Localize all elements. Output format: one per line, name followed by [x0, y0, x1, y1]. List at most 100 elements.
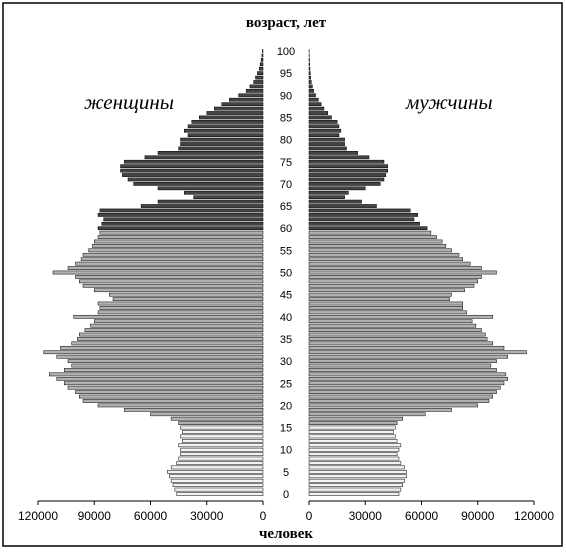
female-bar-age-72: [122, 173, 263, 176]
female-bar-age-28: [64, 368, 263, 371]
female-bar-age-58: [98, 235, 263, 238]
male-bar-age-20: [309, 404, 478, 407]
female-bar-age-68: [184, 191, 263, 194]
female-bar-age-67: [194, 196, 263, 199]
male-bar-age-40: [309, 315, 493, 318]
female-bar-age-53: [81, 258, 263, 261]
male-bar-age-0: [309, 492, 399, 495]
female-bar-age-73: [121, 169, 264, 172]
male-bar-age-25: [309, 382, 504, 385]
male-bar-age-92: [309, 85, 312, 88]
female-bar-age-51: [68, 266, 263, 269]
female-bar-age-55: [89, 249, 263, 252]
female-bar-age-40: [74, 315, 263, 318]
male-bar-age-74: [309, 165, 388, 168]
male-x-tick-label: 60000: [405, 509, 439, 523]
age-tick-30: 30: [280, 356, 292, 368]
female-bar-age-3: [171, 479, 263, 482]
male-bar-age-41: [309, 311, 467, 314]
female-bar-age-38: [91, 324, 264, 327]
male-bar-age-5: [309, 470, 407, 473]
female-bar-age-66: [158, 200, 263, 203]
female-bar-age-75: [124, 160, 263, 163]
male-bar-age-73: [309, 169, 388, 172]
male-bar-age-22: [309, 395, 493, 398]
male-bar-age-57: [309, 240, 442, 243]
female-bar-age-25: [64, 382, 263, 385]
female-bar-age-57: [94, 240, 263, 243]
male-bar-age-80: [309, 138, 345, 141]
female-x-tick-label: 30000: [190, 509, 224, 523]
female-bar-age-44: [113, 297, 263, 300]
male-x-tick-label: 90000: [461, 509, 495, 523]
female-bar-age-91: [246, 89, 263, 92]
age-tick-100: 100: [277, 46, 295, 58]
age-tick-0: 0: [283, 489, 289, 501]
female-bar-age-15: [181, 426, 264, 429]
female-bar-age-14: [182, 430, 263, 433]
male-bar-age-64: [309, 209, 410, 212]
male-bar-age-77: [309, 151, 358, 154]
female-bar-age-32: [44, 351, 263, 354]
male-bar-age-95: [309, 72, 310, 75]
male-bar-age-91: [309, 89, 314, 92]
female-bar-age-50: [53, 271, 263, 274]
female-bar-age-1: [175, 488, 263, 491]
male-bar-age-72: [309, 173, 386, 176]
female-bar-age-77: [158, 151, 263, 154]
male-bar-age-49: [309, 275, 482, 278]
male-bar-age-19: [309, 408, 452, 411]
age-tick-10: 10: [280, 445, 292, 457]
female-bar-age-37: [85, 328, 263, 331]
age-tick-65: 65: [280, 201, 292, 213]
female-bar-age-12: [182, 439, 263, 442]
female-bar-age-6: [171, 466, 263, 469]
female-bar-age-54: [83, 253, 263, 256]
female-bar-age-29: [72, 364, 263, 367]
female-side-label: женщины: [84, 90, 174, 114]
male-x-tick-label: 0: [306, 509, 313, 523]
male-bar-age-8: [309, 457, 399, 460]
female-bar-age-46: [94, 289, 263, 292]
female-bar-age-90: [239, 94, 263, 97]
female-bar-age-60: [98, 227, 263, 230]
male-bar-age-36: [309, 333, 485, 336]
male-bar-age-26: [309, 377, 508, 380]
male-bar-age-46: [309, 289, 465, 292]
female-bar-age-98: [261, 58, 263, 61]
female-bar-age-89: [229, 98, 263, 101]
female-bar-age-62: [104, 218, 263, 221]
male-side-label: мужчины: [405, 90, 493, 114]
male-bar-age-75: [309, 160, 384, 163]
male-bar-age-63: [309, 213, 418, 216]
female-x-tick-label: 0: [260, 509, 267, 523]
male-bar-age-81: [309, 134, 339, 137]
female-bar-age-65: [141, 204, 263, 207]
female-bar-age-8: [179, 457, 263, 460]
male-bar-age-76: [309, 156, 369, 159]
female-bar-age-26: [57, 377, 263, 380]
male-bar-age-29: [309, 364, 491, 367]
female-bar-age-16: [179, 422, 263, 425]
male-bar-age-60: [309, 227, 427, 230]
age-tick-80: 80: [280, 135, 292, 147]
female-bar-age-97: [260, 63, 263, 66]
male-bar-age-53: [309, 258, 463, 261]
male-bar-age-1: [309, 488, 401, 491]
male-bar-age-15: [309, 426, 395, 429]
age-tick-35: 35: [280, 334, 292, 346]
female-bar-age-71: [128, 178, 263, 181]
male-bar-age-83: [309, 125, 339, 128]
male-bar-age-89: [309, 98, 318, 101]
female-bar-age-5: [167, 470, 263, 473]
female-bar-age-13: [181, 435, 264, 438]
female-bar-age-45: [109, 293, 263, 296]
male-bar-age-18: [309, 413, 425, 416]
female-bar-age-17: [171, 417, 263, 420]
age-tick-45: 45: [280, 290, 292, 302]
age-tick-15: 15: [280, 423, 292, 435]
female-bar-age-92: [250, 85, 263, 88]
age-tick-20: 20: [280, 400, 292, 412]
female-bar-age-18: [151, 413, 264, 416]
female-bar-age-41: [98, 311, 263, 314]
